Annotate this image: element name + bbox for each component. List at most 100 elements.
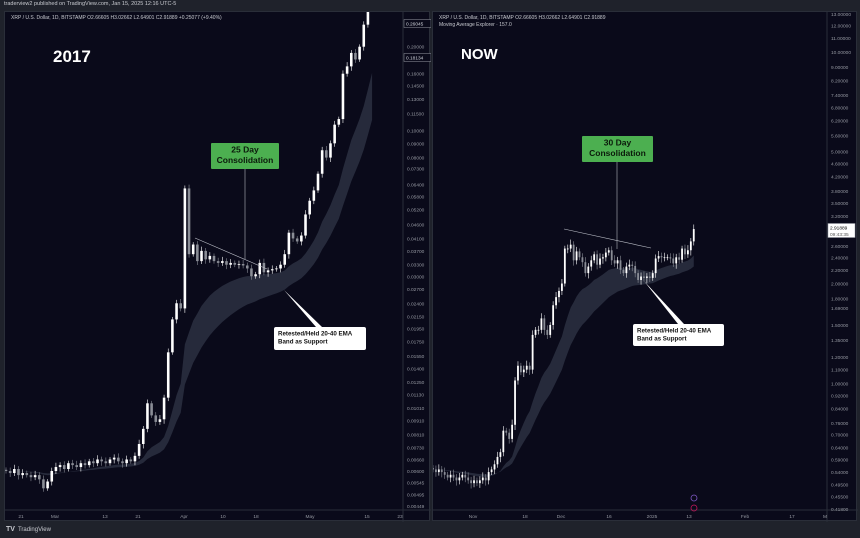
chart-svg-now[interactable]: 13.00000 12.00000 11.00000 10.00000 9.00000 8… — [433, 12, 858, 522]
price-tick-label: 0.00910 — [407, 419, 425, 425]
countdown-label: 09:43:35 — [830, 232, 849, 238]
price-tick-label: 2.00000 — [831, 282, 849, 288]
candle-body — [291, 232, 295, 239]
footer-brand[interactable]: TV TradingView — [6, 526, 51, 533]
candle-body — [166, 352, 170, 398]
candle-body — [270, 269, 274, 271]
price-tick-label: 5.60000 — [831, 133, 849, 139]
consolidation-label: Consolidation — [217, 155, 274, 165]
consolidation-label: 30 Day — [604, 138, 632, 148]
candle-body — [549, 324, 552, 335]
candle-body — [622, 269, 625, 274]
candle-body — [79, 463, 83, 468]
candle-body — [481, 477, 484, 481]
plot-area — [5, 12, 403, 510]
candle-body — [525, 365, 528, 370]
price-tick-label: 0.03000 — [407, 274, 425, 280]
candle-body — [125, 459, 128, 464]
candle-body — [96, 459, 99, 464]
candle-body — [233, 262, 237, 265]
era-label: NOW — [461, 46, 499, 63]
candle-body — [470, 480, 472, 484]
candle-body — [50, 471, 54, 482]
price-tick-label: 0.11500 — [407, 112, 424, 118]
candle-body — [522, 369, 525, 373]
candle-body — [117, 457, 120, 462]
candle-body — [21, 473, 24, 476]
candle-body — [229, 262, 232, 265]
time-tick-label: 23 — [397, 514, 403, 520]
candle-body — [129, 459, 133, 462]
chart-panel-now[interactable]: 13.00000 12.00000 11.00000 10.00000 9.00000 8… — [432, 11, 858, 522]
candle-body — [684, 248, 686, 255]
candle-body — [121, 461, 124, 464]
candle-body — [566, 248, 569, 250]
candle-body — [534, 329, 537, 335]
price-tick-label: 0.01550 — [407, 354, 425, 360]
chart-panel-2017[interactable]: 0.20000 0.16000 0.14500 0.13000 0.11500 0.100… — [4, 11, 431, 522]
price-tick-label: 0.01400 — [407, 366, 425, 372]
candle-body — [108, 459, 112, 464]
candle-body — [687, 250, 689, 255]
support-callout — [633, 324, 724, 346]
candle-body — [216, 261, 220, 263]
candle-body — [446, 474, 449, 478]
price-tick-label: 12.00000 — [831, 24, 851, 30]
support-label: Band as Support — [278, 339, 328, 346]
time-tick-label: Dec — [557, 514, 566, 520]
candle-body — [187, 188, 191, 255]
candle-body — [437, 469, 440, 473]
candle-body — [458, 477, 461, 481]
candle-body — [433, 468, 434, 470]
price-tick-label: 1.50000 — [831, 323, 849, 329]
candle-body — [196, 244, 199, 262]
price-tick-label: 0.00545 — [407, 481, 425, 487]
candle-body — [578, 251, 581, 258]
candle-body — [133, 455, 137, 462]
candle-body — [225, 261, 228, 265]
price-tick-label: 8.20000 — [831, 78, 849, 84]
time-tick-label: Feb — [741, 514, 750, 520]
candle-body — [245, 265, 249, 269]
chart-svg-2017[interactable]: 0.20000 0.16000 0.14500 0.13000 0.11500 0.100… — [5, 12, 431, 522]
price-tick-label: 0.14500 — [407, 84, 425, 90]
candle-body — [300, 235, 303, 242]
candle-body — [484, 477, 487, 481]
candle-body — [283, 254, 287, 265]
time-tick-label: 13 — [102, 514, 108, 520]
candle-body — [112, 457, 116, 460]
time-tick-label: M — [823, 514, 827, 520]
candle-body — [640, 276, 642, 280]
callout-pointer — [644, 281, 684, 324]
candle-body — [607, 250, 610, 253]
candle-body — [637, 273, 640, 280]
support-label: Retested/Held 20-40 EMA — [637, 328, 712, 335]
time-tick-label: 18 — [253, 514, 259, 520]
candle-body — [279, 264, 282, 269]
candle-body — [329, 143, 332, 158]
price-tick-label: 0.02700 — [407, 287, 425, 293]
candle-body — [37, 475, 41, 480]
price-tick-label: 0.06400 — [407, 183, 425, 189]
candle-body — [552, 305, 555, 325]
candle-body — [75, 465, 79, 468]
time-tick-label: 21 — [135, 514, 141, 520]
candle-body — [666, 257, 669, 259]
price-tick-label: 0.07300 — [407, 167, 425, 173]
candle-body — [602, 257, 604, 259]
price-tick-label: 0.84000 — [831, 406, 849, 412]
candle-body — [531, 334, 534, 370]
candle-body — [295, 238, 299, 242]
symbol-legend: XRP / U.S. Dollar, 1D, BITSTAMP O2.66605… — [11, 15, 222, 21]
candle-body — [150, 403, 153, 416]
candle-body — [502, 430, 505, 453]
candle-body — [575, 251, 578, 261]
candle-body — [596, 254, 598, 265]
candle-body — [362, 24, 366, 47]
candle-body — [83, 463, 87, 466]
support-callout — [274, 327, 366, 350]
time-tick-label: Apr — [180, 514, 188, 520]
consolidation-label: Consolidation — [589, 148, 646, 158]
candle-body — [13, 469, 16, 474]
candle-body — [5, 469, 8, 472]
